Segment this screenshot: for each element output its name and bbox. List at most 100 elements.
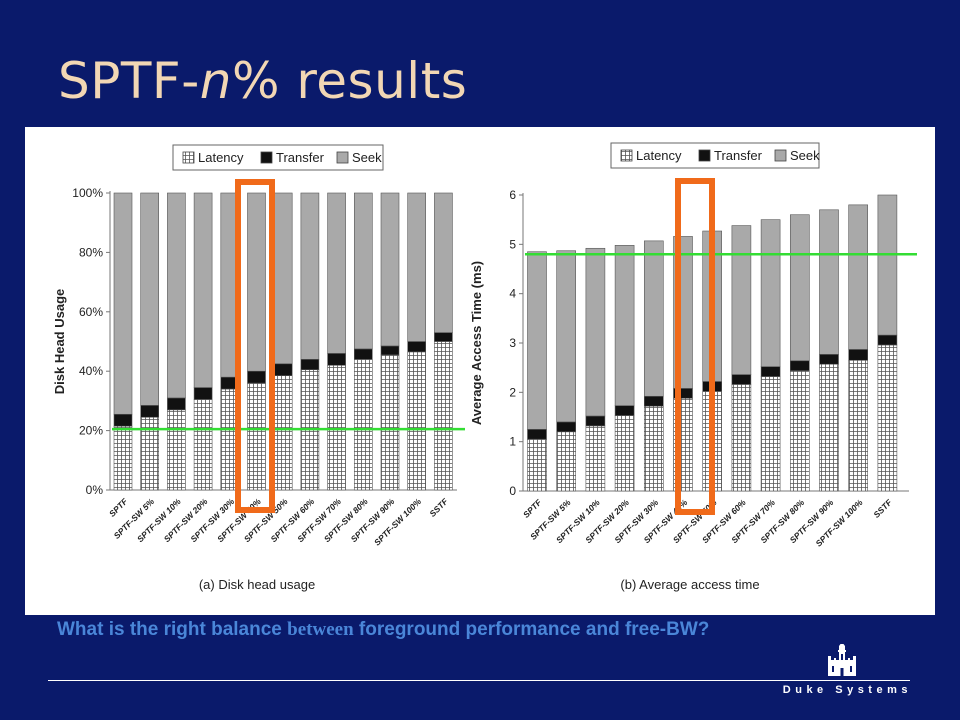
question-text: What is the right balance between foregr… [57, 619, 709, 641]
bar-transfer-6 [273, 363, 293, 376]
bar-latency-11 [407, 351, 427, 491]
bar-seek-10 [380, 192, 400, 347]
footer-rule [48, 680, 910, 681]
bar-transfer-9 [789, 360, 810, 371]
bar-seek-9 [789, 214, 810, 362]
y-tick-label: 0 [509, 484, 516, 498]
legend-label-latency: Latency [198, 150, 244, 165]
legend-label-latency: Latency [636, 148, 682, 163]
bar-transfer-12 [434, 332, 453, 342]
chart-caption: (a) Disk head usage [199, 577, 315, 592]
bar-latency-6 [273, 375, 293, 491]
bar-transfer-4 [643, 395, 664, 407]
bar-seek-7 [731, 225, 752, 375]
bar-seek-11 [407, 192, 427, 342]
legend-swatch-transfer [698, 149, 711, 162]
y-tick-label: 0% [86, 483, 104, 497]
y-tick-label: 80% [79, 245, 103, 259]
y-axis-title: Average Access Time (ms) [469, 261, 484, 425]
bar-latency-2 [585, 425, 606, 492]
bar-transfer-0 [527, 429, 547, 440]
bar-transfer-3 [614, 405, 635, 416]
highlight-box [675, 178, 715, 515]
bar-transfer-1 [556, 421, 577, 433]
bar-latency-10 [380, 354, 400, 491]
bar-seek-8 [327, 192, 346, 354]
bar-latency-3 [614, 415, 635, 492]
bar-transfer-8 [760, 366, 781, 377]
question-part-1: What is the right balance [57, 619, 288, 640]
bar-latency-2 [167, 409, 186, 491]
bar-transfer-1 [140, 405, 159, 418]
bar-transfer-2 [167, 397, 186, 411]
bar-seek-1 [556, 250, 577, 423]
legend-swatch-seek [774, 149, 787, 162]
bar-latency-5 [247, 382, 266, 491]
legend-swatch-latency [620, 149, 633, 162]
brand-text: Duke Systems [782, 684, 912, 696]
bar-transfer-9 [353, 348, 373, 360]
bar-seek-5 [247, 192, 266, 372]
category-label: SSTF [871, 497, 894, 520]
bar-transfer-0 [113, 413, 133, 427]
bar-seek-7 [300, 192, 320, 360]
legend-swatch-seek [336, 151, 349, 164]
bar-latency-9 [353, 359, 373, 491]
category-label: SPTF [521, 497, 544, 520]
question-part-3: foreground performance and free-BW? [353, 619, 710, 640]
category-label: SSTF [427, 496, 450, 519]
y-tick-label: 1 [509, 435, 516, 449]
bar-latency-8 [760, 376, 781, 492]
y-tick-label: 2 [509, 385, 516, 399]
legend-swatch-latency [182, 151, 195, 164]
bar-latency-1 [556, 431, 577, 492]
bar-seek-4 [643, 240, 664, 397]
category-label: SPTF-SW 100% [372, 496, 423, 547]
bar-seek-12 [877, 194, 898, 336]
legend-label-seek: Seek [790, 148, 820, 163]
chart-disk-head-usage: 0% 20% 40% 60% 80% 100% Disk Head Usage SPTF SPT… [52, 144, 465, 592]
bar-latency-0 [527, 438, 547, 492]
legend-label-seek: Seek [352, 150, 382, 165]
bar-seek-0 [527, 251, 547, 430]
bar-seek-2 [167, 192, 186, 399]
bar-latency-7 [731, 384, 752, 492]
legend: Latency Transfer Seek [610, 142, 820, 169]
bar-seek-1 [140, 192, 159, 406]
question-part-2: between [287, 619, 354, 640]
bar-latency-9 [789, 370, 810, 492]
legend-label-transfer: Transfer [276, 150, 325, 165]
legend-swatch-transfer [260, 151, 273, 164]
slide-title: SPTF-n% results [58, 52, 467, 110]
bar-latency-11 [848, 359, 869, 492]
title-rest: % results [231, 52, 468, 110]
y-tick-label: 3 [509, 336, 516, 350]
bar-latency-12 [434, 341, 453, 491]
y-tick-label: 6 [509, 188, 516, 202]
category-label: SPTF [107, 496, 130, 519]
y-tick-label: 40% [79, 364, 103, 378]
bar-transfer-3 [193, 387, 213, 400]
bar-latency-3 [193, 399, 213, 491]
y-axis-title: Disk Head Usage [52, 289, 67, 395]
bar-latency-0 [113, 425, 133, 491]
bar-seek-9 [353, 192, 373, 350]
y-tick-label: 60% [79, 305, 103, 319]
bar-transfer-7 [731, 374, 752, 385]
bar-transfer-8 [327, 353, 346, 366]
bar-transfer-7 [300, 359, 320, 371]
title-italic: n [199, 52, 232, 110]
chart-caption: (b) Average access time [620, 577, 759, 592]
bar-seek-3 [614, 245, 635, 406]
bar-seek-2 [585, 247, 606, 417]
bar-transfer-2 [585, 415, 606, 427]
y-tick-label: 100% [72, 186, 103, 200]
y-tick-label: 5 [509, 237, 516, 251]
charts-figure: 0% 20% 40% 60% 80% 100% Disk Head Usage SPTF SPT… [52, 142, 917, 592]
bar-latency-4 [643, 405, 664, 492]
bar-seek-10 [819, 209, 839, 355]
figure-panel: 0% 20% 40% 60% 80% 100% Disk Head Usage SPTF SPT… [25, 127, 935, 615]
bar-seek-3 [193, 192, 213, 388]
bar-transfer-11 [407, 341, 427, 353]
